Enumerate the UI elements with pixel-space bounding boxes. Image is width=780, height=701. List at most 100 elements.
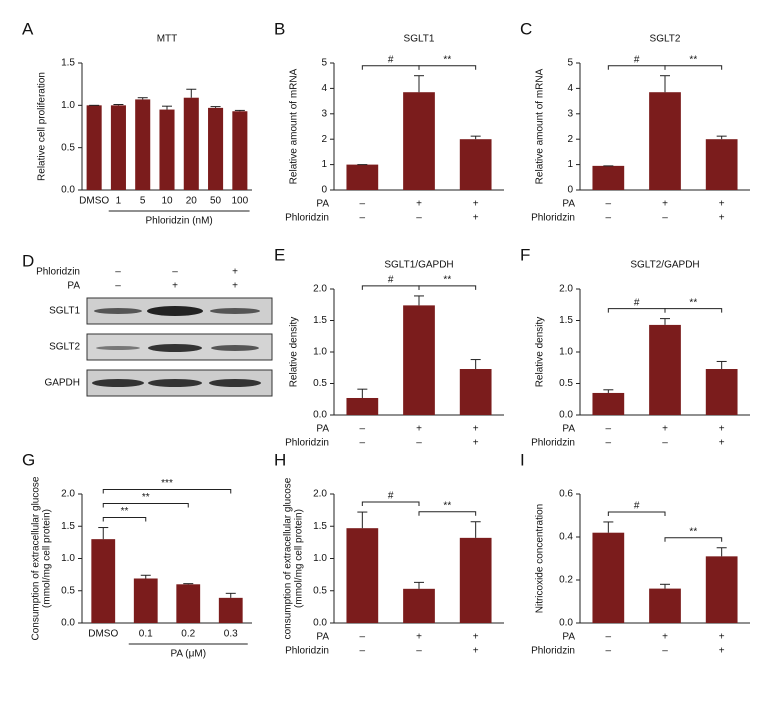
significance-bracket <box>418 285 477 290</box>
condition-sign: – <box>606 424 612 435</box>
y-tick-label: 0.5 <box>61 142 75 153</box>
significance-bracket <box>418 511 477 516</box>
y-tick-label: 0.5 <box>61 585 75 596</box>
y-tick-label: 0.5 <box>313 378 327 389</box>
bar <box>592 165 625 190</box>
condition-sign: – <box>662 438 668 449</box>
y-tick-label: 0.0 <box>559 618 573 629</box>
significance-label: # <box>388 275 394 286</box>
condition-sign: – <box>606 632 612 643</box>
significance-bracket <box>361 501 420 507</box>
significance-bracket <box>102 517 147 522</box>
x-tick-label: 10 <box>161 196 173 207</box>
significance-label: ** <box>443 500 451 511</box>
condition-name: Phloridzin <box>531 213 575 224</box>
group-label: Phloridzin (nM) <box>146 216 213 227</box>
significance-bracket <box>607 511 666 516</box>
condition-sign: – <box>360 646 366 657</box>
chart-title: SGLT2 <box>650 34 681 45</box>
bar <box>403 305 435 415</box>
significance-label: # <box>634 54 640 65</box>
y-tick-label: 0 <box>321 185 327 196</box>
significance-label: ** <box>142 492 150 503</box>
significance-bracket <box>361 65 420 70</box>
condition-name: Phloridzin <box>285 438 329 449</box>
x-tick-label: 5 <box>140 196 146 207</box>
x-tick-label: 0.2 <box>181 629 195 640</box>
y-axis-label: Relative density <box>535 317 546 388</box>
significance-bracket <box>102 503 189 508</box>
condition-sign: – <box>606 438 612 449</box>
y-tick-label: 0.5 <box>313 585 327 596</box>
bar <box>459 537 492 623</box>
significance-bracket <box>361 285 420 290</box>
significance-bracket <box>607 308 666 313</box>
y-tick-label: 2 <box>567 134 573 145</box>
y-tick-label: 2 <box>321 134 327 145</box>
bar <box>705 556 738 623</box>
condition-name: Phloridzin <box>285 213 329 224</box>
y-tick-label: 0.0 <box>61 185 75 196</box>
bar <box>649 92 681 190</box>
significance-bracket <box>664 65 723 70</box>
bar <box>459 369 492 415</box>
band-label: SGLT2 <box>49 342 80 353</box>
condition-name: Phloridzin <box>36 267 80 278</box>
condition-sign: + <box>719 438 725 449</box>
condition-sign: + <box>416 424 422 435</box>
bar <box>91 539 116 623</box>
y-tick-label: 0.0 <box>559 410 573 421</box>
condition-sign: – <box>606 199 612 210</box>
y-tick-label: 0.4 <box>559 532 573 543</box>
significance-bracket <box>607 65 666 70</box>
group-label: PA (μM) <box>170 649 206 660</box>
significance-label: ** <box>689 54 697 65</box>
band <box>94 308 142 314</box>
condition-sign: + <box>416 199 422 210</box>
x-tick-label: 20 <box>186 196 198 207</box>
condition-sign: + <box>662 199 668 210</box>
y-tick-label: 3 <box>321 108 327 119</box>
significance-bracket <box>664 537 723 542</box>
y-tick-label: 1.5 <box>61 58 75 69</box>
y-axis-label: Relative amount of mRNA <box>535 68 546 184</box>
condition-name: Phloridzin <box>531 646 575 657</box>
condition-sign: – <box>360 199 366 210</box>
y-axis-label: (mmol/mg cell protein) <box>42 509 53 608</box>
significance-bracket <box>418 65 477 70</box>
significance-label: ** <box>443 275 451 286</box>
x-tick-label: 0.1 <box>139 629 153 640</box>
bar <box>183 97 199 190</box>
y-axis-label: Consumption of extracellular glucose <box>31 476 42 640</box>
bar <box>649 324 681 415</box>
y-tick-label: 0.6 <box>559 489 573 500</box>
bar <box>592 532 625 623</box>
condition-name: PA <box>316 199 329 210</box>
bar <box>459 139 492 190</box>
y-tick-label: 0.2 <box>559 575 573 586</box>
panel-letter: D <box>22 251 34 270</box>
band <box>211 345 259 351</box>
y-tick-label: 2.0 <box>559 284 573 295</box>
significance-bracket <box>664 308 723 313</box>
bar <box>135 99 151 190</box>
band <box>96 346 140 350</box>
significance-label: # <box>634 297 640 308</box>
bar <box>133 578 158 623</box>
condition-sign: + <box>719 199 725 210</box>
y-axis-label: Relative density <box>289 317 300 388</box>
bar <box>705 139 738 190</box>
condition-sign: – <box>360 632 366 643</box>
significance-bracket <box>102 489 232 494</box>
x-tick-label: DMSO <box>79 196 109 207</box>
condition-sign: – <box>606 646 612 657</box>
condition-name: PA <box>562 199 575 210</box>
chart-title: SGLT1/GAPDH <box>384 260 453 271</box>
panel-letter: I <box>520 450 525 469</box>
condition-name: PA <box>316 632 329 643</box>
y-tick-label: 4 <box>321 83 327 94</box>
y-tick-label: 1.0 <box>313 347 327 358</box>
y-tick-label: 1 <box>567 159 573 170</box>
bar <box>110 105 126 190</box>
